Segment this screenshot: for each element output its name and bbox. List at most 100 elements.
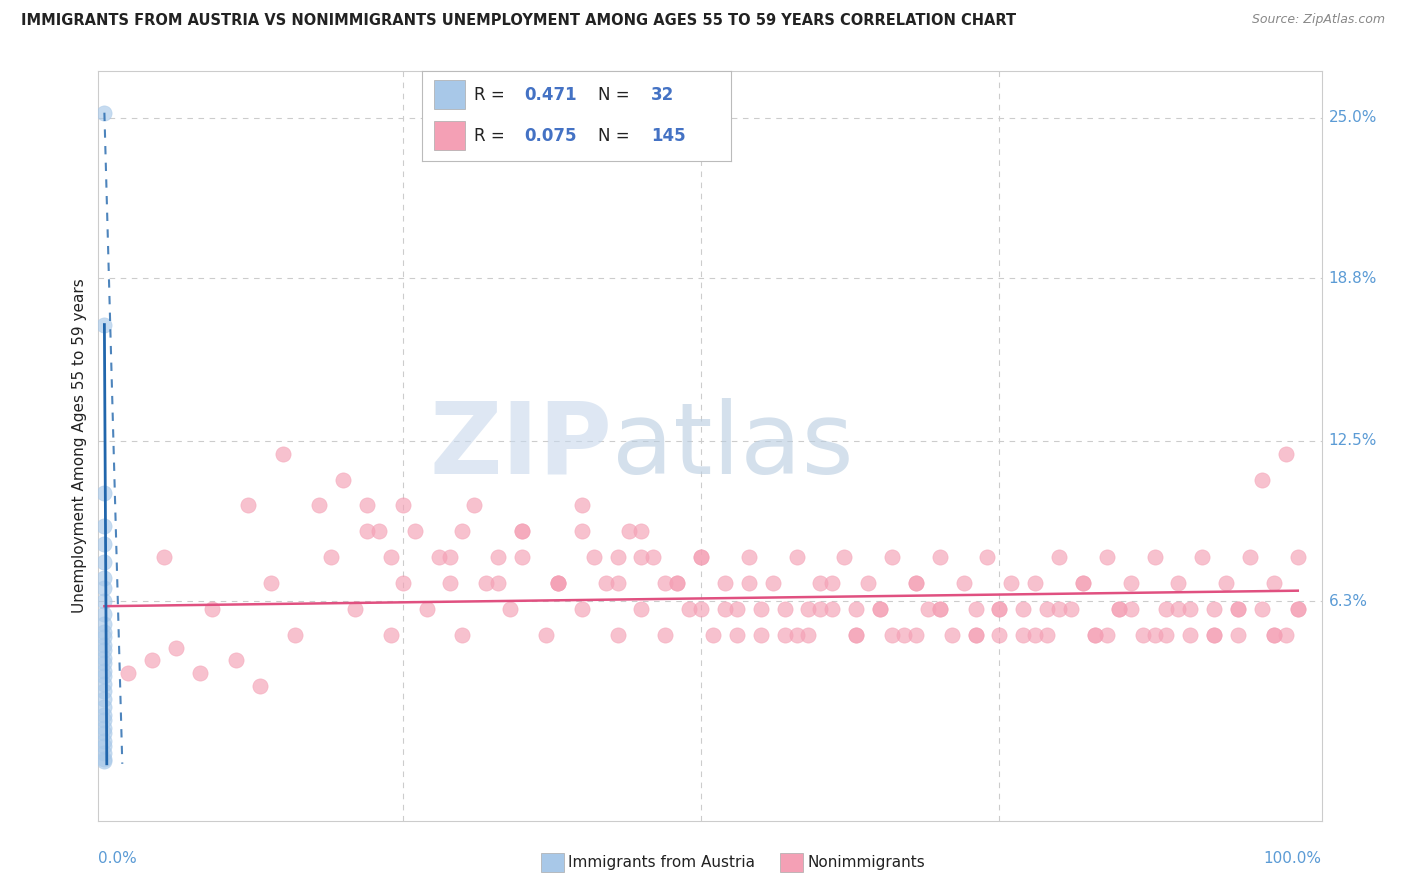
Point (666, 576, 689, 591)
Point (1227, 601, 1250, 615)
Point (810, 601, 832, 615)
Point (510, 524, 533, 539)
Point (1012, 601, 1035, 615)
Point (93, 739, 115, 753)
Point (93, 676, 115, 690)
Point (260, 576, 283, 591)
Point (1180, 627, 1202, 641)
Point (762, 576, 785, 591)
Point (1000, 576, 1022, 591)
Point (141, 653, 163, 667)
Text: 0.471: 0.471 (524, 87, 576, 104)
Point (547, 576, 569, 591)
Point (928, 550, 950, 565)
Point (451, 524, 474, 539)
Point (690, 601, 713, 615)
Point (666, 576, 689, 591)
Point (93, 707, 115, 722)
Point (534, 627, 557, 641)
Point (1012, 627, 1035, 641)
Point (845, 627, 868, 641)
Point (1095, 550, 1118, 565)
Text: 0.075: 0.075 (524, 128, 576, 145)
Point (773, 601, 796, 615)
Point (93, 638, 115, 652)
Point (941, 627, 963, 641)
Point (988, 627, 1011, 641)
Point (93, 485, 115, 500)
Point (786, 627, 808, 641)
Point (1204, 627, 1226, 641)
Point (1036, 627, 1059, 641)
Point (1263, 627, 1285, 641)
Point (93, 656, 115, 670)
Point (1215, 576, 1237, 591)
Point (797, 601, 820, 615)
Point (1132, 627, 1154, 641)
Point (821, 601, 844, 615)
Point (988, 601, 1011, 615)
Point (93, 555, 115, 569)
Text: Nonimmigrants: Nonimmigrants (807, 855, 925, 870)
Point (367, 524, 389, 539)
Point (714, 576, 737, 591)
Point (249, 679, 271, 693)
Point (332, 473, 354, 487)
Point (93, 700, 115, 714)
Point (582, 550, 605, 565)
Point (153, 550, 176, 565)
Text: ZIP: ZIP (429, 398, 612, 494)
Point (201, 601, 224, 615)
Point (273, 447, 295, 461)
Point (738, 576, 761, 591)
Point (486, 550, 509, 565)
Point (93, 643, 115, 657)
Point (965, 601, 987, 615)
Point (1263, 576, 1285, 591)
Point (1275, 447, 1298, 461)
Text: 32: 32 (651, 87, 673, 104)
Point (1251, 473, 1274, 487)
Point (451, 627, 474, 641)
Point (630, 524, 652, 539)
Point (1108, 601, 1130, 615)
Point (832, 550, 855, 565)
Point (988, 601, 1011, 615)
Point (93, 105, 115, 120)
Point (93, 617, 115, 632)
Point (904, 627, 927, 641)
Text: 18.8%: 18.8% (1329, 270, 1376, 285)
Point (1071, 576, 1094, 591)
Point (856, 576, 879, 591)
Point (415, 601, 437, 615)
Point (904, 576, 927, 591)
Point (1286, 601, 1309, 615)
Point (654, 576, 676, 591)
Point (630, 550, 652, 565)
Point (343, 601, 366, 615)
Y-axis label: Unemployment Among Ages 55 to 59 years: Unemployment Among Ages 55 to 59 years (72, 278, 87, 614)
Point (356, 499, 378, 513)
Point (654, 627, 676, 641)
Point (1180, 601, 1202, 615)
Point (1251, 601, 1274, 615)
Point (1286, 601, 1309, 615)
Point (93, 630, 115, 644)
Point (93, 747, 115, 761)
Point (1286, 550, 1309, 565)
Point (1143, 550, 1166, 565)
Text: 0.0%: 0.0% (98, 851, 138, 866)
Point (1024, 627, 1046, 641)
Point (93, 669, 115, 683)
Point (93, 318, 115, 332)
Point (356, 524, 378, 539)
Text: atlas: atlas (612, 398, 853, 494)
Point (880, 627, 903, 641)
Text: 25.0%: 25.0% (1329, 111, 1376, 126)
Point (630, 601, 652, 615)
Point (571, 601, 593, 615)
Point (786, 550, 808, 565)
Point (1167, 576, 1189, 591)
Point (93, 721, 115, 735)
Point (380, 550, 402, 565)
